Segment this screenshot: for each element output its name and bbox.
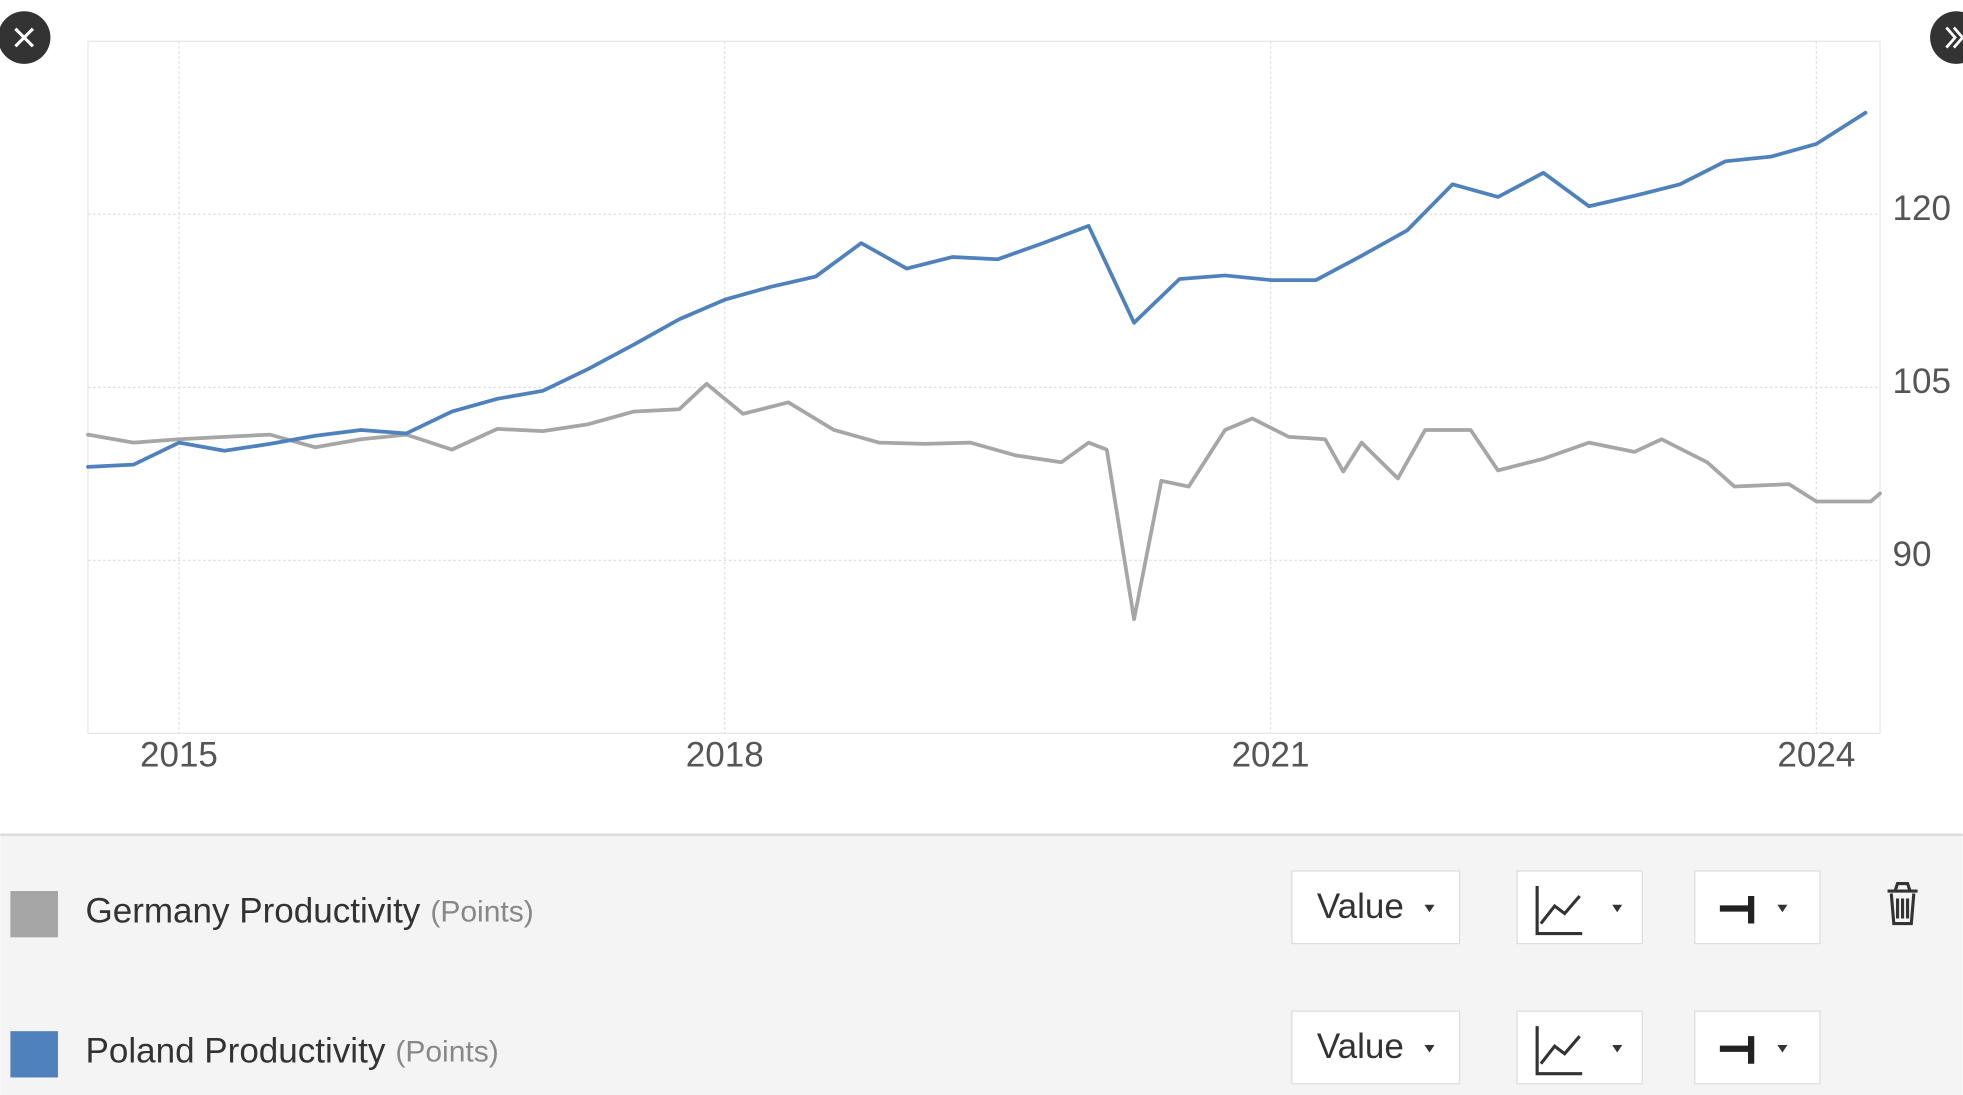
y-tick-label: 120	[1893, 189, 1951, 228]
x-tick-label: 2024	[1777, 735, 1855, 774]
dropdown-caret	[1424, 1044, 1435, 1053]
legend-swatch	[10, 1031, 58, 1078]
line-chart-icon	[1535, 1026, 1583, 1076]
legend-label: Germany Productivity (Points)	[85, 892, 533, 931]
y-tick-label: 90	[1893, 535, 1932, 574]
legend: Germany Productivity (Points) Value Poland …	[10, 870, 1918, 1085]
delete-icon[interactable]	[1887, 881, 1918, 926]
x-tick-label: 2015	[140, 735, 218, 774]
series-line	[86, 381, 1882, 622]
value-dropdown-label: Value	[1317, 1027, 1404, 1066]
dropdown-caret	[1777, 1044, 1788, 1053]
line-chart-icon	[1535, 886, 1583, 936]
dropdown-caret	[1612, 1044, 1623, 1053]
series-unit: (Points)	[395, 1036, 498, 1069]
value-dropdown-label: Value	[1317, 887, 1404, 926]
expand-circle[interactable]	[1930, 11, 1963, 64]
series-name: Germany Productivity	[85, 892, 420, 931]
x-tick-label: 2021	[1232, 735, 1310, 774]
axis-icon	[1719, 1036, 1755, 1064]
y-tick-label: 105	[1893, 362, 1951, 401]
legend-swatch	[10, 891, 58, 938]
close-button[interactable]	[0, 11, 51, 64]
x-tick-label: 2018	[686, 735, 764, 774]
dropdown-caret	[1424, 904, 1435, 913]
close-icon	[14, 27, 35, 48]
axis-dropdown[interactable]	[1694, 870, 1821, 945]
expand-button[interactable]	[1930, 11, 1963, 64]
series-name: Poland Productivity	[85, 1032, 385, 1071]
axis-icon	[1719, 896, 1755, 924]
plot-area: 90 105 120 2015 2018 2021 2024	[86, 40, 1951, 774]
dropdown-caret	[1777, 904, 1788, 913]
series-line	[86, 110, 1868, 469]
dropdown-caret	[1612, 904, 1623, 913]
legend-label: Poland Productivity (Points)	[85, 1032, 498, 1071]
series-unit: (Points)	[430, 895, 533, 928]
axis-dropdown[interactable]	[1694, 1010, 1821, 1085]
